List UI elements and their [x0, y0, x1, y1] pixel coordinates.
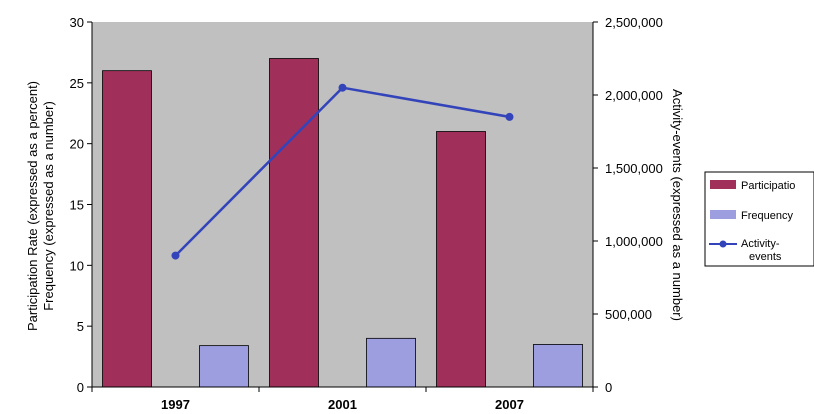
legend: Participatio Frequency Activity- events [704, 171, 814, 267]
point-activity-events-1997 [171, 251, 180, 260]
y2-tick-label: 0 [605, 380, 612, 395]
y-tick-label: 25 [70, 76, 84, 91]
y2-tick-label: 1,500,000 [605, 161, 663, 176]
point-activity-events-2001 [338, 83, 347, 92]
y-tick-label: 0 [77, 380, 84, 395]
bar-participatio-1997 [102, 70, 152, 388]
x-tick-label: 2007 [495, 397, 524, 412]
x-tick-label: 1997 [161, 397, 190, 412]
plot-background [92, 22, 593, 387]
legend-label-activity-events-line-1: Activity- [741, 238, 780, 250]
bar-participatio-2001 [269, 58, 319, 388]
plot-area [92, 22, 593, 388]
bar-participatio-2007 [436, 131, 486, 388]
x-tick-label: 2001 [328, 397, 357, 412]
y-tick-label: 30 [70, 15, 84, 30]
y2-axis-ticks: 0 500,000 1,000,000 1,500,000 2,000,000 2,500… [593, 15, 663, 395]
legend-marker-activity-events [719, 240, 727, 248]
y-axis-label-line-1: Participation Rate (expressed as a perce… [25, 81, 40, 331]
y2-tick-label: 500,000 [605, 307, 652, 322]
y2-axis-label: Activity-events (expressed as a number) [670, 89, 685, 321]
y-axis-label-line-2: Frequency (expressed as a number) [41, 101, 56, 311]
point-activity-events-2007 [505, 112, 514, 121]
legend-label-frequency: Frequency [741, 210, 793, 222]
bar-frequency-2001 [366, 337, 416, 388]
y-tick-label: 5 [77, 319, 84, 334]
bar-frequency-2007 [533, 344, 583, 388]
legend-label-participatio: Participatio [741, 180, 795, 192]
y-axis-ticks: 0 5 10 15 20 25 30 [70, 15, 92, 395]
y-tick-label: 15 [70, 198, 84, 213]
y-tick-label: 10 [70, 258, 84, 273]
legend-swatch-frequency [710, 210, 736, 219]
bar-group [102, 58, 583, 388]
bar-frequency-1997 [199, 345, 249, 388]
legend-swatch-participatio [710, 180, 736, 189]
y2-tick-label: 2,500,000 [605, 15, 663, 30]
y-tick-label: 20 [70, 137, 84, 152]
line-series [171, 83, 514, 260]
legend-label-activity-events-line-2: events [749, 251, 782, 263]
y2-tick-label: 1,000,000 [605, 234, 663, 249]
y2-tick-label: 2,000,000 [605, 88, 663, 103]
x-axis-ticks: 1997 2001 2007 [161, 397, 524, 412]
